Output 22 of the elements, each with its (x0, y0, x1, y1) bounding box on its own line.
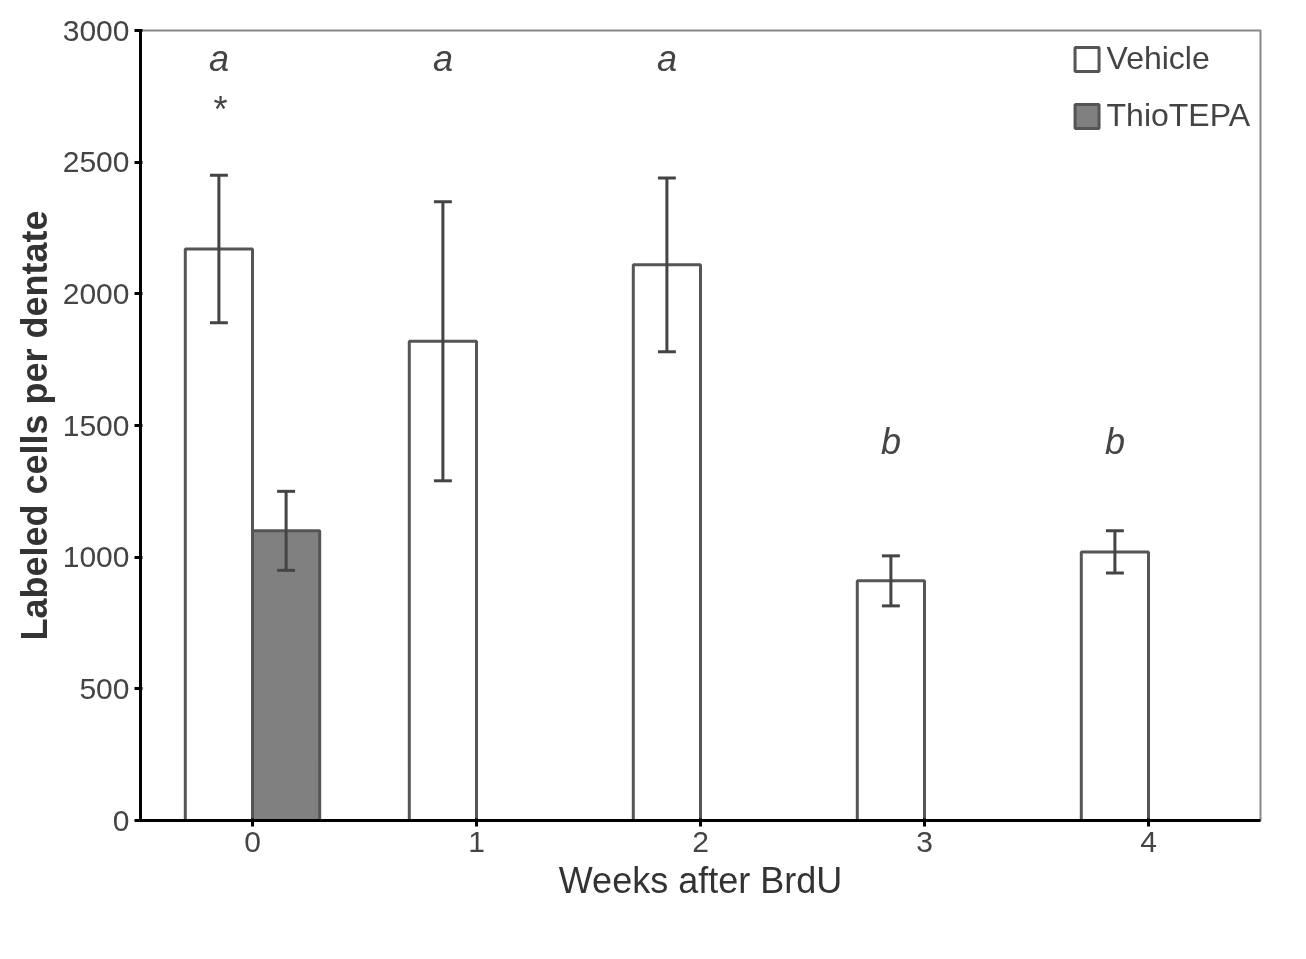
annotation: b (880, 420, 901, 462)
legend-label: ThioTEPA (1106, 97, 1250, 134)
y-tick-label: 1000 (62, 540, 130, 574)
y-tick-label: 2500 (62, 145, 130, 179)
annotation: a (656, 37, 677, 79)
annotation: * (211, 89, 227, 130)
x-tick-label: 2 (692, 824, 709, 858)
y-tick-label: 1500 (62, 408, 130, 442)
annotation: a (208, 37, 229, 79)
annotation: b (1104, 420, 1125, 462)
y-axis-title: Labeled cells per dentate (13, 210, 55, 641)
y-tick-label: 2000 (62, 276, 130, 310)
y-tick-label: 3000 (62, 13, 130, 47)
y-tick-label: 500 (79, 671, 130, 705)
x-tick-label: 4 (1140, 824, 1157, 858)
x-tick-label: 0 (244, 824, 261, 858)
x-tick-label: 3 (916, 824, 933, 858)
annotation: a (432, 37, 453, 79)
legend-label: Vehicle (1106, 40, 1210, 77)
y-tick-label: 0 (112, 803, 130, 837)
x-axis-title: Weeks after BrdU (558, 859, 843, 901)
x-tick-label: 1 (468, 824, 485, 858)
